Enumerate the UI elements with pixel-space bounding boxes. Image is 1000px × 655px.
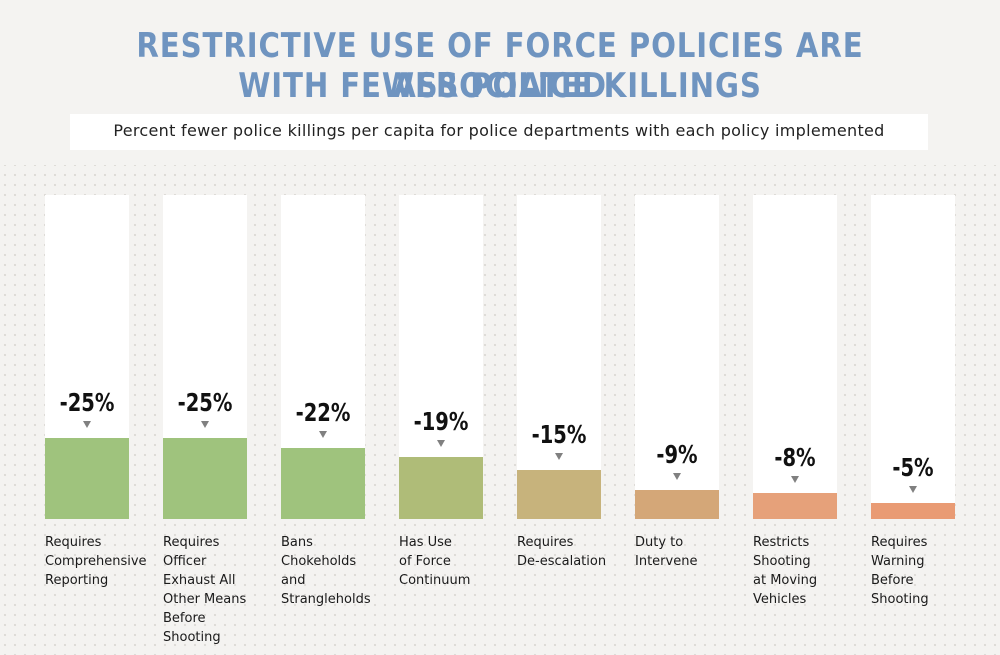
category-label-line: Shooting bbox=[163, 630, 221, 645]
category-label-line: Requires bbox=[163, 535, 220, 550]
bar bbox=[45, 438, 129, 519]
bar-column-background bbox=[871, 195, 955, 519]
data-label: -19% bbox=[413, 407, 469, 437]
data-label: -25% bbox=[177, 388, 233, 417]
data-label: -25% bbox=[59, 388, 115, 417]
category-label-line: Bans bbox=[281, 535, 313, 550]
category-label: Requires Comprehensive Reporting bbox=[45, 533, 165, 590]
category-label-line: Shooting bbox=[871, 592, 929, 607]
category-label: Requires De-escalation bbox=[517, 533, 637, 571]
value-marker-icon bbox=[83, 421, 91, 428]
bar bbox=[163, 438, 247, 519]
category-label: Bans Chokeholds and Strangleholds bbox=[281, 533, 401, 609]
category-label-line: Requires bbox=[517, 535, 574, 550]
category-label-line: Continuum bbox=[399, 573, 471, 588]
category-label-line: Vehicles bbox=[753, 592, 807, 607]
chart-title-line-2: WITH FEWER POLICE KILLINGS bbox=[238, 66, 762, 106]
bar bbox=[635, 489, 719, 519]
value-marker-icon bbox=[319, 430, 327, 438]
category-label-line: Restricts bbox=[753, 535, 810, 550]
category-label-line: Shooting bbox=[753, 554, 811, 569]
category-label-line: Has Use bbox=[399, 535, 452, 550]
category-label-line: Other Means bbox=[163, 592, 247, 607]
category-label-line: Intervene bbox=[635, 554, 698, 569]
category-label: Requires Officer Exhaust All Other Means Bef… bbox=[163, 533, 283, 647]
value-marker-icon bbox=[201, 421, 209, 428]
category-label-line: Warning bbox=[871, 554, 925, 569]
value-marker-icon bbox=[909, 485, 917, 493]
category-label-line: Officer bbox=[163, 554, 207, 569]
category-label-line: Exhaust All bbox=[163, 573, 236, 588]
bar bbox=[281, 447, 365, 519]
bar-column-background bbox=[517, 195, 601, 519]
bar bbox=[517, 470, 601, 519]
value-marker-icon bbox=[437, 440, 445, 448]
bar bbox=[871, 502, 955, 519]
bar-column-background bbox=[753, 195, 837, 519]
category-label-line: at Moving bbox=[753, 573, 818, 588]
value-marker-icon bbox=[555, 453, 563, 461]
category-label-line: Reporting bbox=[45, 573, 109, 588]
value-marker-icon bbox=[791, 476, 799, 484]
data-label: -22% bbox=[295, 397, 351, 427]
data-label: -5% bbox=[892, 452, 934, 482]
bar bbox=[399, 457, 483, 519]
data-label: -8% bbox=[774, 443, 816, 473]
category-label-line: Requires bbox=[45, 535, 102, 550]
category-label-line: Before bbox=[871, 573, 914, 588]
category-label-line: De-escalation bbox=[517, 554, 607, 569]
category-label-line: and bbox=[281, 573, 306, 588]
value-marker-icon bbox=[673, 472, 681, 480]
category-label-line: Duty to bbox=[635, 535, 684, 550]
bar bbox=[753, 493, 837, 519]
chart-title-line-1: RESTRICTIVE USE OF FORCE POLICIES ARE AS… bbox=[136, 26, 864, 106]
category-label-line: Comprehensive bbox=[45, 554, 147, 569]
chart-subtitle: Percent fewer police killings per capita… bbox=[70, 114, 928, 150]
category-label: Restricts Shooting at Moving Vehicles bbox=[753, 533, 873, 609]
category-label-line: of Force bbox=[399, 554, 451, 569]
category-label-line: Strangleholds bbox=[281, 592, 371, 607]
category-label: Has Use of Force Continuum bbox=[399, 533, 519, 590]
category-label-line: Requires bbox=[871, 535, 928, 550]
data-label: -15% bbox=[531, 420, 587, 450]
bar-column-background bbox=[635, 195, 719, 519]
category-label-line: Chokeholds bbox=[281, 554, 357, 569]
category-label: Duty to Intervene bbox=[635, 533, 755, 571]
data-label: -9% bbox=[656, 439, 698, 469]
category-label-line: Before bbox=[163, 611, 206, 626]
category-label: Requires Warning Before Shooting bbox=[871, 533, 991, 609]
